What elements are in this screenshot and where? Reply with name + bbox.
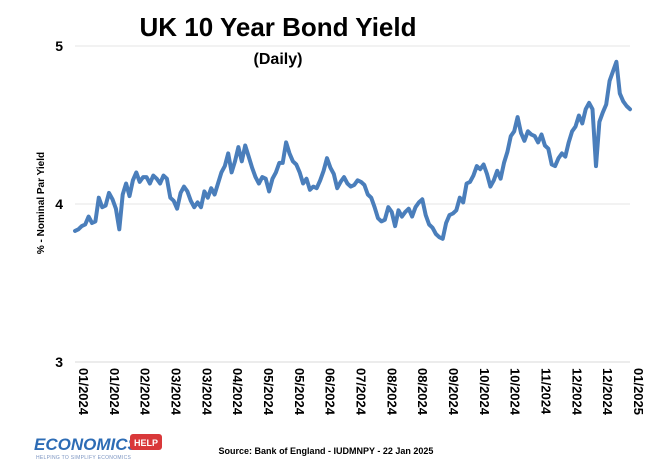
x-tick-label: 05/2024 (292, 368, 307, 416)
x-tick-label: 10/2024 (477, 368, 492, 416)
x-tick-label: 08/2024 (384, 368, 399, 416)
x-tick-label: 07/2024 (354, 368, 369, 416)
y-tick-label: 4 (55, 196, 63, 212)
x-tick-label: 01/2025 (631, 368, 646, 415)
x-tick-label: 04/2024 (230, 368, 245, 416)
x-tick-label: 12/2024 (569, 368, 584, 416)
x-tick-label: 12/2024 (600, 368, 615, 416)
logo-help-text: HELP (134, 438, 158, 448)
x-tick-label: 03/2024 (199, 368, 214, 416)
logo-tagline: HELPING TO SIMPLIFY ECONOMICS (36, 455, 131, 461)
y-tick-labels: 3 4 5 (55, 38, 63, 370)
source-note: Source: Bank of England - IUDMNPY - 22 J… (219, 446, 434, 456)
x-tick-label: 05/2024 (261, 368, 276, 416)
x-tick-labels: 01/2024 01/2024 02/2024 03/2024 03/2024 04/20… (76, 368, 646, 416)
logo-wordmark: ECONOMICS (34, 435, 140, 454)
chart-title: UK 10 Year Bond Yield (140, 12, 417, 42)
y-tick-label: 3 (55, 354, 63, 370)
series-line (73, 59, 632, 241)
x-tick-label: 11/2024 (539, 368, 554, 415)
x-tick-label: 01/2024 (76, 368, 91, 416)
x-tick-label: 10/2024 (508, 368, 523, 416)
y-axis-label: % - Nominal Par Yield (36, 152, 47, 254)
x-tick-label: 03/2024 (169, 368, 184, 416)
x-tick-label: 06/2024 (323, 368, 338, 416)
series-layer (73, 59, 632, 241)
chart-subtitle: (Daily) (254, 51, 303, 68)
x-tick-label: 01/2024 (107, 368, 122, 416)
logo-help-badge (130, 434, 162, 450)
economics-help-logo: ECONOMICS HELP HELPING TO SIMPLIFY ECONO… (34, 434, 162, 461)
gridlines (75, 45, 630, 363)
y-tick-label: 5 (55, 38, 63, 54)
x-tick-label: 02/2024 (138, 368, 153, 416)
x-tick-label: 08/2024 (415, 368, 430, 416)
x-tick-label: 09/2024 (446, 368, 461, 416)
